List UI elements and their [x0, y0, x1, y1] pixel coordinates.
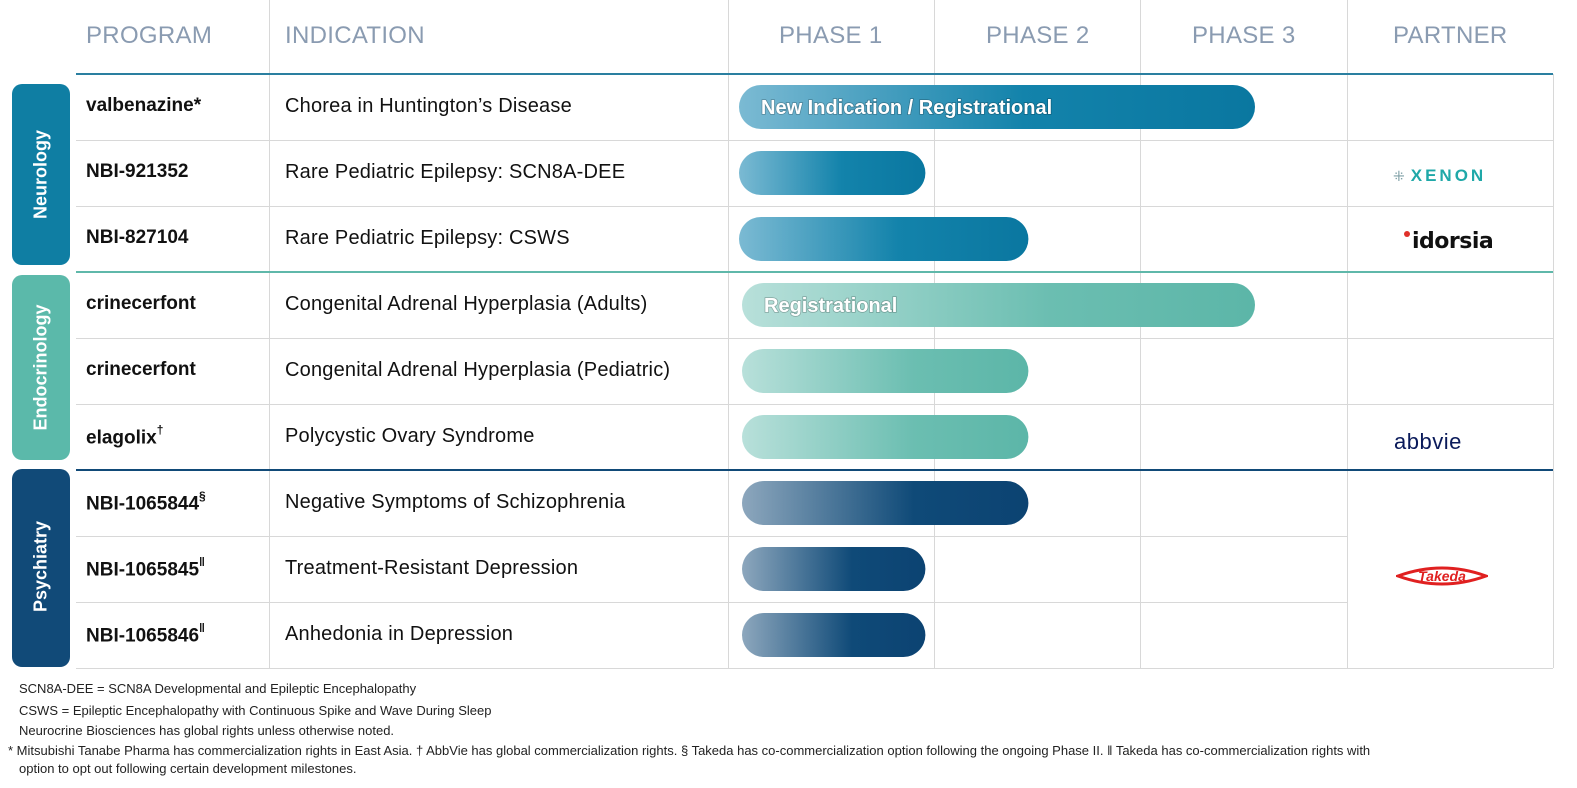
- header-indication: INDICATION: [285, 22, 425, 49]
- group-separator: [76, 73, 1553, 75]
- footnote-2: CSWS = Epileptic Encephalopathy with Con…: [19, 703, 492, 718]
- grid-vline: [1347, 0, 1348, 668]
- group-separator: [76, 469, 1553, 471]
- program-name: NBI-1065845ǁ: [86, 555, 206, 581]
- header-phase-2: PHASE 2: [986, 22, 1090, 49]
- pipeline-bar: [742, 613, 926, 657]
- row-divider: [76, 536, 1347, 537]
- pipeline-bar: [742, 547, 926, 591]
- category-pill-endocrinology: [12, 275, 70, 460]
- indication-text: Congenital Adrenal Hyperplasia (Pediatri…: [285, 359, 671, 381]
- footnote-1: SCN8A-DEE = SCN8A Developmental and Epil…: [19, 681, 417, 696]
- bar-label: New Indication / Registrational: [761, 97, 1052, 119]
- footnote-4: * Mitsubishi Tanabe Pharma has commercia…: [8, 743, 1371, 758]
- indication-text: Treatment-Resistant Depression: [285, 557, 579, 579]
- indication-text: Rare Pediatric Epilepsy: CSWS: [285, 227, 570, 249]
- takeda-wordmark: Takeda: [1418, 568, 1466, 584]
- header-partner: PARTNER: [1393, 22, 1508, 49]
- grid-vline: [1553, 74, 1554, 668]
- pipeline-bar: [742, 481, 1029, 525]
- program-name: valbenazine*: [86, 95, 202, 116]
- grid-vline: [728, 0, 729, 668]
- abbvie-wordmark: abbvie: [1394, 429, 1462, 454]
- program-name: crinecerfont: [86, 359, 196, 380]
- program-name: NBI-1065844§: [86, 489, 206, 515]
- row-divider: [76, 602, 1347, 603]
- category-label-psychiatry: Psychiatry: [30, 520, 51, 613]
- program-name: NBI-1065846ǁ: [86, 621, 206, 647]
- header-phase-3: PHASE 3: [1192, 22, 1296, 49]
- indication-text: Chorea in Huntington’s Disease: [285, 95, 572, 117]
- program-name: NBI-827104: [86, 227, 189, 248]
- program-name: crinecerfont: [86, 293, 196, 314]
- header-program: PROGRAM: [86, 22, 213, 49]
- grid-vline: [934, 0, 935, 668]
- idorsia-dot-icon: [1404, 231, 1410, 237]
- grid-vline: [1140, 0, 1141, 668]
- indication-text: Negative Symptoms of Schizophrenia: [285, 491, 626, 513]
- row-divider: [76, 206, 1553, 207]
- pipeline-bar: [742, 283, 1255, 327]
- footnote-3: Neurocrine Biosciences has global rights…: [19, 723, 395, 738]
- idorsia-wordmark: idorsia: [1412, 229, 1494, 254]
- indication-text: Rare Pediatric Epilepsy: SCN8A-DEE: [285, 161, 626, 183]
- program-name: NBI-921352: [86, 161, 189, 182]
- pipeline-bar: [739, 217, 1029, 261]
- pipeline-bar: [742, 415, 1029, 459]
- row-divider: [76, 404, 1553, 405]
- category-label-neurology: Neurology: [30, 130, 51, 220]
- partner-logo-idorsia: idorsia: [1404, 229, 1494, 254]
- pipeline-bar: [739, 151, 926, 195]
- indication-text: Anhedonia in Depression: [285, 623, 514, 645]
- group-separator: [76, 271, 1553, 273]
- program-name: elagolix†: [86, 423, 164, 449]
- bar-label: Registrational: [764, 295, 897, 317]
- category-pill-neurology: [12, 84, 70, 265]
- category-label-endocrinology: Endocrinology: [30, 304, 51, 431]
- row-divider: [76, 140, 1553, 141]
- takeda-logo-icon: Takeda: [1393, 566, 1491, 586]
- row-divider: [76, 668, 1553, 669]
- grid-vline: [269, 0, 270, 668]
- partner-logo-takeda: Takeda: [1393, 562, 1491, 595]
- indication-text: Congenital Adrenal Hyperplasia (Adults): [285, 293, 648, 315]
- row-divider: [76, 338, 1553, 339]
- xenon-mark-icon: ⁜: [1393, 168, 1405, 184]
- footnote-5: option to opt out following certain deve…: [19, 761, 357, 776]
- pipeline-bar: [742, 349, 1029, 393]
- header-phase-1: PHASE 1: [779, 22, 883, 49]
- category-pill-psychiatry: [12, 469, 70, 667]
- xenon-wordmark: XENON: [1410, 166, 1487, 185]
- partner-logo-abbvie: abbvie: [1394, 429, 1462, 455]
- pipeline-bar: [739, 85, 1255, 129]
- partner-logo-xenon: ⁜ XENON: [1393, 166, 1486, 186]
- indication-text: Polycystic Ovary Syndrome: [285, 425, 535, 447]
